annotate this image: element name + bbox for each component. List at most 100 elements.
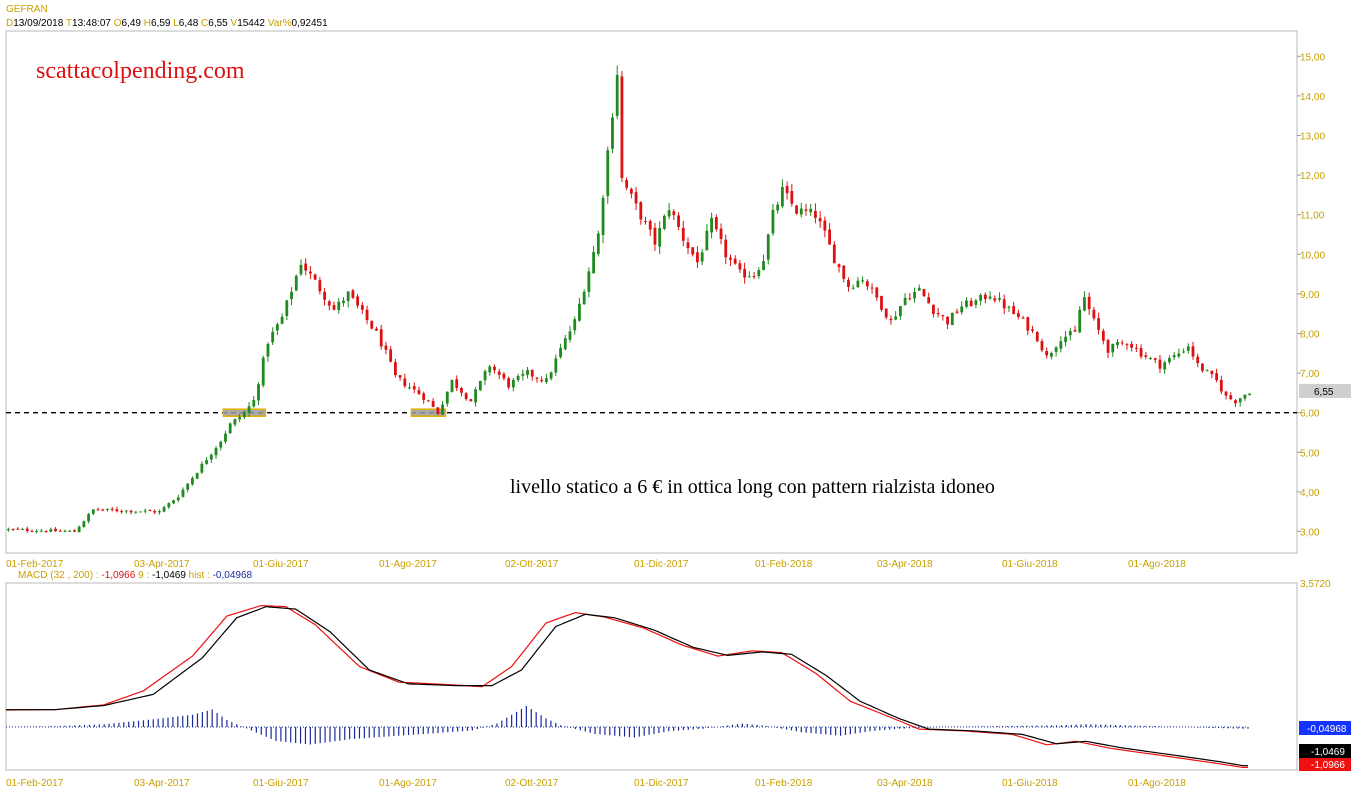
candle-body: [445, 391, 449, 404]
candle-body: [191, 478, 194, 485]
candle-body: [884, 308, 888, 318]
x-tick-label: 03-Apr-2018: [877, 559, 933, 570]
candle-body: [1083, 297, 1086, 311]
candle-body: [1243, 394, 1247, 399]
x-tick-label: 03-Apr-2017: [134, 778, 190, 789]
candle-body: [965, 300, 968, 307]
candle-body: [299, 264, 303, 275]
candle-body: [1111, 343, 1115, 353]
candle-body: [370, 320, 374, 329]
candle-body: [304, 263, 308, 271]
candle-body: [478, 380, 482, 391]
candle-body: [1045, 350, 1049, 356]
candle-body: [596, 233, 600, 254]
candle-body: [63, 530, 67, 532]
candle-body: [814, 210, 817, 218]
candle-body: [1050, 353, 1053, 357]
candle-body: [842, 265, 846, 279]
candle-body: [955, 311, 959, 313]
x-tick-label: 01-Feb-2017: [6, 559, 64, 570]
candle-body: [743, 268, 747, 278]
candle-body: [766, 234, 770, 260]
candle-body: [780, 187, 784, 207]
x-tick-label: 01-Giu-2018: [1002, 778, 1058, 789]
candle-body: [865, 281, 869, 287]
candle-body: [285, 300, 289, 316]
x-tick-label: 01-Giu-2017: [253, 778, 309, 789]
candle-body: [587, 271, 591, 292]
candle-body: [73, 530, 76, 532]
candle-body: [1168, 358, 1171, 363]
candle-body: [1012, 306, 1016, 315]
candle-body: [804, 209, 808, 211]
price-panel[interactable]: [5, 30, 1298, 554]
candle-body: [167, 503, 171, 508]
candle-body: [460, 388, 463, 393]
candle-body: [153, 511, 157, 513]
candle-body: [799, 208, 803, 215]
candle-body: [969, 300, 973, 307]
macd-panel[interactable]: [5, 582, 1298, 771]
y-tick-label: 3,00: [1300, 528, 1320, 539]
candle-body: [275, 324, 279, 331]
y-tick-label: 4,00: [1300, 488, 1320, 499]
candle-body: [1073, 330, 1077, 332]
quote-line: D13/09/2018 T13:48:07 O6,49 H6,59 L6,48 …: [6, 18, 328, 29]
candle-body: [554, 358, 558, 373]
x-tick-label: 01-Feb-2017: [6, 778, 64, 789]
candle-body: [1078, 309, 1082, 333]
candle-body: [1016, 313, 1020, 317]
candle-body: [497, 371, 501, 375]
candle-body: [1097, 318, 1101, 330]
candle-body: [181, 489, 185, 497]
y-tick-label: 7,00: [1300, 369, 1320, 380]
candle-body: [1064, 336, 1067, 343]
candle-body: [809, 208, 813, 213]
candle-body: [157, 511, 161, 513]
candle-body: [143, 510, 147, 512]
candle-body: [1021, 317, 1025, 319]
candle-body: [365, 309, 369, 321]
candle-body: [1163, 362, 1167, 370]
candle-body: [526, 369, 529, 375]
candle-body: [790, 191, 794, 204]
candle-body: [988, 296, 992, 299]
quote-key: O: [111, 18, 122, 29]
candle-body: [1059, 341, 1063, 349]
candle-body: [214, 447, 218, 456]
candle-body: [1130, 344, 1134, 348]
candle-body: [705, 230, 709, 251]
candle-body: [1224, 391, 1228, 396]
candle-body: [332, 305, 336, 310]
macd-legend-part: hist :: [186, 570, 213, 581]
candle-body: [1219, 379, 1223, 392]
hist-badge-label: -0,04968: [1307, 724, 1347, 735]
x-tick-label: 01-Dic-2017: [634, 559, 689, 570]
candle-body: [818, 218, 822, 222]
candle-body: [200, 463, 204, 473]
candle-body: [1092, 309, 1096, 319]
candle-body: [110, 508, 114, 510]
candle-body: [91, 509, 95, 514]
candle-body: [620, 76, 624, 178]
candle-body: [427, 400, 430, 402]
candle-body: [134, 511, 138, 513]
candle-body: [521, 373, 525, 376]
candle-body: [436, 407, 440, 415]
candle-body: [516, 375, 520, 380]
candle-body: [474, 389, 478, 403]
candle-body: [87, 514, 90, 522]
candle-body: [573, 319, 577, 331]
quote-value: 6,59: [151, 18, 171, 29]
candle-body: [917, 287, 921, 291]
candle-body: [96, 509, 100, 511]
candle-body: [733, 258, 737, 264]
x-tick-label: 01-Ago-2017: [379, 559, 437, 570]
macd-legend-part: 9 :: [135, 570, 152, 581]
quote-key: V: [228, 18, 238, 29]
candle-body: [1177, 353, 1181, 357]
candle-body: [101, 509, 105, 511]
candle-body: [738, 263, 742, 270]
candle-body: [280, 316, 284, 324]
candle-body: [1238, 398, 1242, 403]
